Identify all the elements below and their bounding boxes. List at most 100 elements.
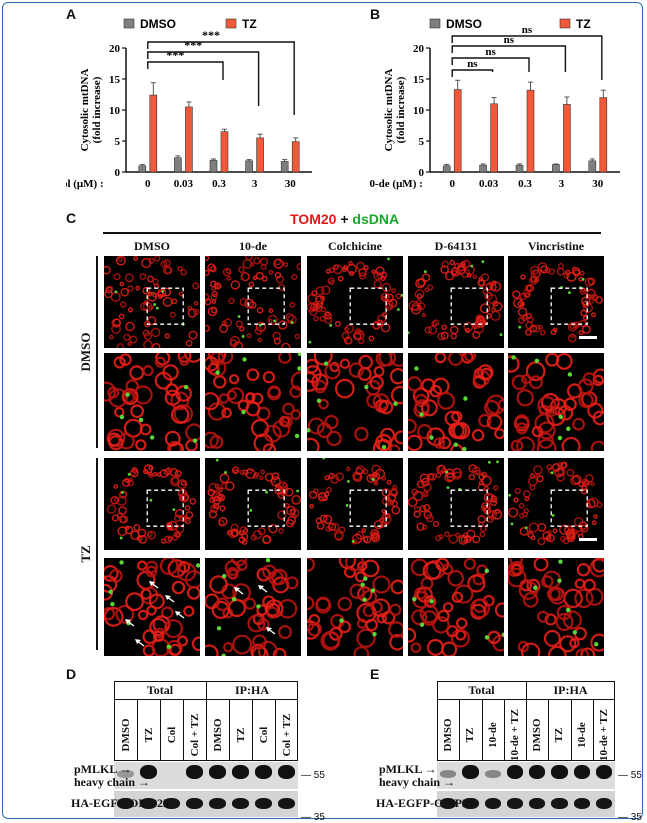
mitochondrion bbox=[104, 606, 116, 621]
mitochondrion bbox=[444, 271, 455, 281]
mitochondrion bbox=[518, 502, 525, 509]
mitochondrion bbox=[113, 356, 126, 369]
panel-label-b: B bbox=[370, 6, 381, 22]
mitochondrion bbox=[570, 333, 575, 339]
mitochondrion bbox=[152, 342, 161, 348]
mitochondrion bbox=[464, 535, 472, 544]
mitochondrion bbox=[490, 310, 501, 321]
lane-label-0: DMSO bbox=[442, 718, 455, 752]
band-upper-5 bbox=[551, 765, 568, 779]
y-axis-label: Cytosolic mtDNA (fold increase) bbox=[79, 69, 103, 152]
mitochondrion bbox=[244, 298, 255, 309]
band-upper-6 bbox=[573, 765, 590, 779]
mitochondrion bbox=[171, 476, 179, 485]
mitochondrion bbox=[240, 272, 250, 282]
dsdna-dot bbox=[501, 632, 504, 637]
mitochondrion bbox=[325, 268, 331, 274]
mitochondrion bbox=[389, 353, 403, 367]
mitochondrion bbox=[104, 265, 111, 275]
mitochondrion bbox=[270, 476, 281, 487]
bar-tz-3 bbox=[563, 104, 571, 173]
bar-tz-3 bbox=[256, 137, 264, 173]
mitochondrion bbox=[380, 275, 386, 282]
mitochondrion bbox=[256, 604, 268, 616]
mitochondrion bbox=[245, 392, 256, 403]
mitochondrion bbox=[223, 642, 234, 653]
mitochondrion bbox=[268, 269, 274, 275]
mitochondrion bbox=[272, 331, 281, 341]
lane-label-4: DMSO bbox=[211, 718, 224, 752]
dsdna-dot bbox=[408, 331, 410, 335]
mitochondrion bbox=[320, 306, 327, 313]
mitochondrion bbox=[386, 479, 392, 485]
mitochondrion bbox=[514, 487, 521, 495]
dsdna-dot bbox=[534, 358, 540, 364]
mitochondrion bbox=[326, 430, 342, 447]
mitochondrion bbox=[115, 604, 135, 624]
dsdna-dot bbox=[119, 414, 125, 420]
mitochondrion bbox=[289, 301, 296, 308]
mitochondrion bbox=[133, 524, 141, 531]
row-label-dmso: DMSO bbox=[78, 332, 93, 372]
mitochondrion bbox=[589, 558, 604, 578]
mitochondrion bbox=[177, 353, 192, 363]
lane-separator bbox=[252, 699, 253, 761]
mitochondrion bbox=[108, 334, 114, 340]
mitochondrion bbox=[392, 484, 398, 490]
mitochondrion bbox=[455, 617, 468, 630]
mitochondrion bbox=[261, 275, 268, 282]
band-upper-1 bbox=[462, 765, 479, 779]
mitochondrion bbox=[338, 620, 352, 634]
mitochondrion bbox=[381, 509, 386, 514]
mitochondrion bbox=[104, 381, 117, 402]
y-tick-label: 20 bbox=[413, 43, 425, 55]
mitochondrion bbox=[282, 482, 288, 488]
lane-label-5: TZ bbox=[234, 727, 247, 743]
mitochondrion bbox=[228, 297, 235, 305]
mitochondrion bbox=[154, 371, 173, 390]
mitochondrion bbox=[531, 425, 544, 438]
label-omp25: HA-EGFP-OMP25 bbox=[376, 796, 474, 810]
arrow-head bbox=[165, 595, 171, 600]
mitochondrion bbox=[316, 522, 325, 530]
mitochondrion bbox=[212, 495, 222, 505]
mitochondrion bbox=[112, 318, 121, 327]
bar-dmso-1 bbox=[479, 164, 487, 173]
mitochondrion bbox=[529, 484, 536, 491]
y-axis-label-line2: (fold increase) bbox=[91, 76, 103, 143]
mitochondrion bbox=[470, 598, 490, 619]
significance-bracket bbox=[147, 41, 295, 115]
mitochondrion bbox=[130, 404, 145, 419]
mitochondrion bbox=[449, 325, 459, 335]
dsdna-dot bbox=[231, 597, 237, 602]
mitochondrion bbox=[345, 558, 364, 572]
bar-chart-10de: Cytosolic mtDNA (fold increase) 0 5 10 15 20 0 0… bbox=[370, 17, 620, 190]
lane-separator bbox=[137, 699, 138, 761]
dsdna-dot bbox=[524, 526, 528, 530]
mitochondrion bbox=[104, 565, 119, 582]
mitochondrion bbox=[572, 417, 585, 431]
mitochondrion bbox=[268, 524, 278, 534]
y-tick-label: 20 bbox=[109, 43, 121, 55]
mitochondrion bbox=[590, 633, 604, 652]
mitochondrion bbox=[252, 634, 267, 650]
mitochondrion bbox=[120, 287, 129, 297]
lane-label-2: 10-de bbox=[486, 722, 499, 748]
dsdna-dot bbox=[499, 333, 503, 337]
scale-bar bbox=[579, 336, 597, 339]
mitochondrion bbox=[356, 261, 365, 271]
mitochondrion bbox=[483, 492, 494, 503]
mitochondrion bbox=[160, 260, 168, 268]
panel-label-c: C bbox=[66, 210, 77, 226]
mitochondrion bbox=[413, 401, 430, 418]
mitochondrion bbox=[142, 365, 154, 377]
mitochondrion bbox=[472, 322, 478, 329]
mitochondrion bbox=[120, 301, 127, 308]
mitochondrion bbox=[262, 595, 276, 609]
mitochondrion bbox=[333, 530, 344, 540]
mitochondrion bbox=[229, 339, 238, 348]
mitochondrion bbox=[413, 510, 421, 518]
mitochondrion bbox=[416, 522, 425, 531]
dsdna-dot bbox=[370, 588, 376, 593]
mitochondrion bbox=[159, 558, 179, 576]
